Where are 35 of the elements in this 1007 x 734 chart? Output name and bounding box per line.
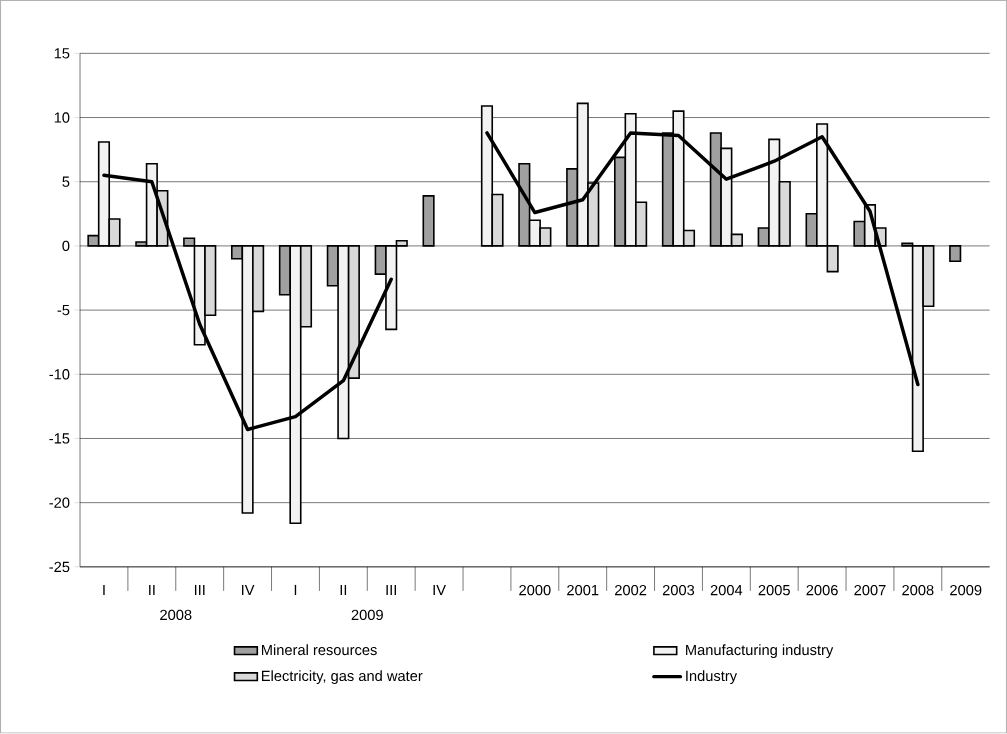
x-tick-label: 2009 [950, 585, 982, 596]
x-tick-label: II [340, 585, 347, 596]
legend-label: Mineral resources [261, 644, 377, 656]
y-tick-label: 5 [62, 176, 70, 188]
legend-label: Manufacturing industry [686, 644, 834, 659]
x-tick-label: 2008 [902, 585, 934, 596]
x-tick-label: 2002 [615, 585, 647, 596]
x-tick-label: 2000 [519, 585, 551, 596]
x-tick-label: IV [433, 585, 446, 596]
y-tick-label: -20 [49, 497, 70, 509]
bar [949, 245, 962, 263]
x-tick-label: 2006 [806, 585, 838, 596]
x-tick-label: 2001 [567, 585, 599, 596]
y-tick-label: 10 [54, 112, 70, 123]
x-tick-label: I [294, 585, 297, 596]
x-tick-label: III [386, 585, 396, 596]
y-tick-label: -5 [57, 305, 70, 316]
y-tick-label: 15 [54, 48, 70, 59]
x-tick-label: 2003 [662, 585, 695, 596]
legend-label: Industry [686, 670, 738, 685]
x-tick-label: II [149, 585, 155, 596]
y-tick-label: -25 [49, 561, 70, 573]
x-tick-label: 2004 [710, 585, 743, 596]
y-tick-label: -15 [49, 433, 70, 444]
x-tick-label: I [103, 585, 105, 596]
legend-label: Electricity, gas and water [261, 670, 423, 685]
x-tick-label: III [194, 585, 205, 596]
y-tick-label: -10 [49, 369, 70, 380]
bar [422, 195, 435, 247]
x-tick-label: 2005 [758, 585, 790, 596]
y-tick-label: 0 [62, 240, 70, 252]
text: 2008 [160, 609, 192, 621]
x-tick-label: IV [242, 585, 255, 596]
x-tick-label: 2007 [854, 585, 886, 596]
text: 2009 [351, 609, 383, 621]
